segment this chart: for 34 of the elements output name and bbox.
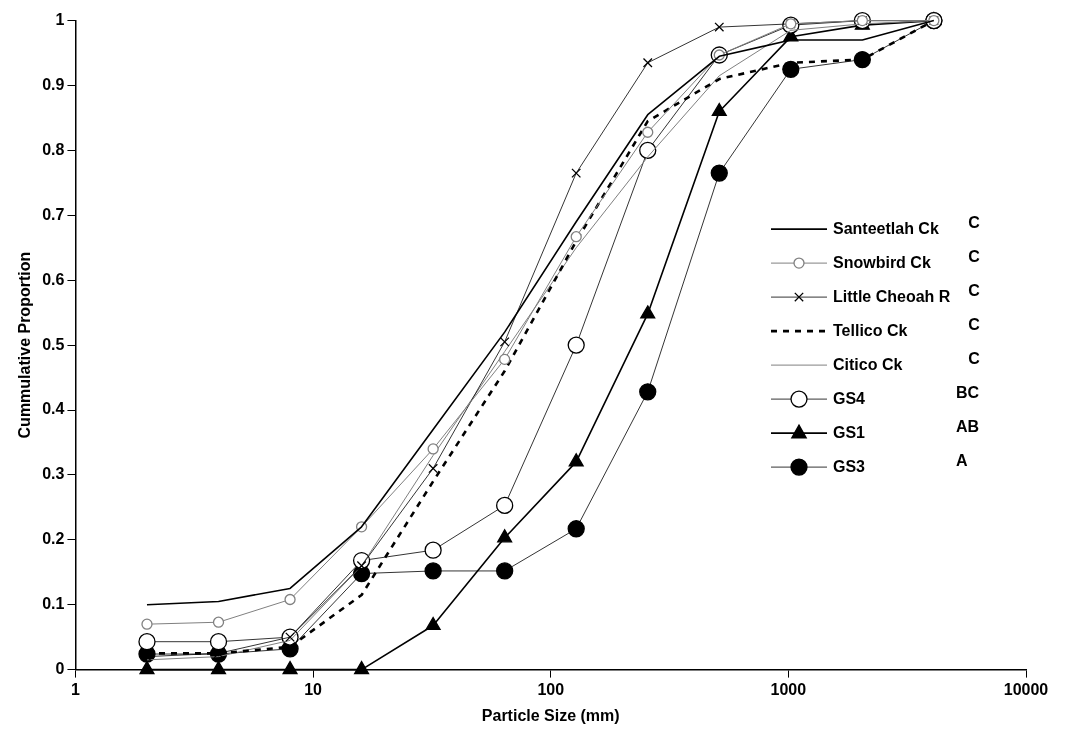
y-tick-label: 0.6 [42,270,65,288]
annotation: C [968,247,981,265]
y-tick-label: 1 [55,11,65,29]
x-axis-title: Particle Size (mm) [481,706,620,724]
x-tick-label: 10 [304,680,323,698]
legend-label: GS1 [833,423,866,441]
y-axis-title: Cummulative Proportion [16,251,34,439]
y-tick-label: 0 [55,660,65,678]
y-tick-label: 0.5 [42,335,65,353]
y-tick-label: 0.3 [42,465,65,483]
legend-label: Snowbird Ck [833,253,931,271]
y-tick-label: 0.1 [42,595,65,613]
annotation: C [968,281,981,299]
x-tick-label: 10000 [1003,680,1049,698]
annotation: C [968,349,981,367]
y-tick-label: 0.9 [42,75,65,93]
legend-label: GS4 [833,389,866,407]
annotation: BC [956,383,980,401]
legend-label: GS3 [833,457,866,475]
y-tick-label: 0.4 [42,400,65,418]
annotation: A [956,451,968,469]
annotation: AB [956,417,980,435]
x-tick-label: 100 [537,680,565,698]
x-tick-label: 1000 [770,680,807,698]
legend-label: Tellico Ck [833,321,908,339]
x-tick-label: 1 [70,680,80,698]
y-tick-label: 0.7 [42,205,65,223]
legend-label: Santeetlah Ck [833,219,939,237]
y-tick-label: 0.2 [42,530,65,548]
annotation: C [968,315,981,333]
legend-label: Citico Ck [833,355,903,373]
y-tick-label: 0.8 [42,140,65,158]
annotation: C [968,213,981,231]
legend-label: Little Cheoah R [833,287,951,305]
